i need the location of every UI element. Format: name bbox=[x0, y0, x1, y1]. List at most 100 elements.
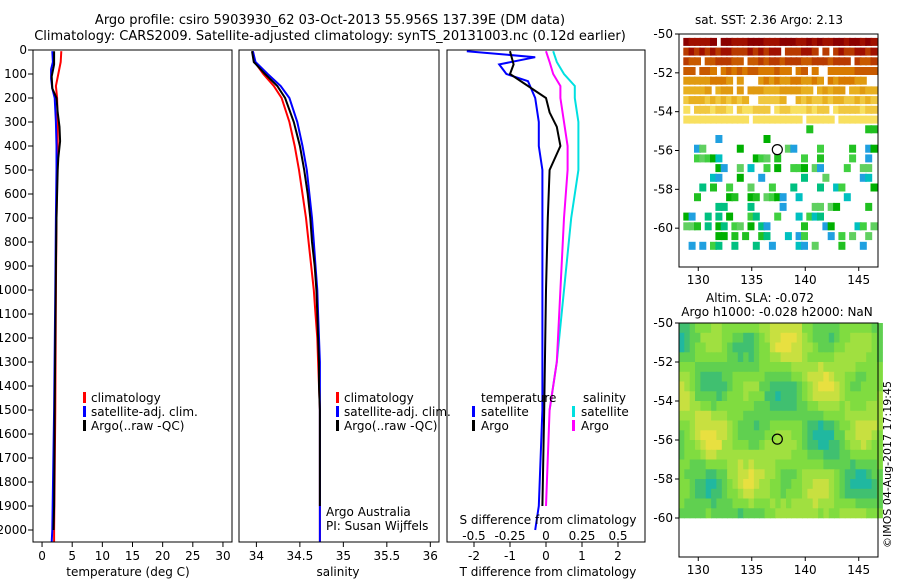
sla-cell-359 bbox=[769, 410, 776, 421]
sst-cell-314 bbox=[865, 154, 873, 163]
sla-cell-242 bbox=[753, 381, 760, 392]
sla-cell-748 bbox=[818, 508, 825, 519]
sla-cell-268 bbox=[689, 391, 696, 402]
sla-cell-576 bbox=[711, 469, 718, 480]
sla-cell-642 bbox=[860, 479, 867, 489]
sst-cell-3 bbox=[699, 37, 707, 46]
sla-cell-517 bbox=[802, 449, 808, 460]
sla-cell-522 bbox=[828, 449, 835, 460]
sla-cell-361 bbox=[780, 410, 787, 421]
sla-cell-21 bbox=[791, 323, 798, 333]
map-x-tick-label-3: 145 bbox=[847, 563, 870, 577]
sst-cell-98 bbox=[859, 57, 867, 66]
sst-cell-309 bbox=[763, 154, 771, 163]
sla-cell-193 bbox=[695, 371, 701, 382]
sla-cell-304 bbox=[679, 401, 685, 411]
sst-cell-168 bbox=[736, 86, 744, 95]
sla-cell-290 bbox=[807, 391, 814, 402]
sla-cell-310 bbox=[711, 401, 718, 411]
sla-cell-564 bbox=[850, 459, 857, 470]
sla-cell-434 bbox=[764, 430, 771, 441]
sst-cell-166 bbox=[720, 86, 728, 95]
sla-cell-390 bbox=[732, 420, 739, 431]
sst-cell-121 bbox=[811, 67, 819, 75]
series-line-1 bbox=[251, 50, 321, 542]
sla-cell-410 bbox=[839, 420, 846, 431]
sla-cell-197 bbox=[716, 371, 723, 382]
sla-cell-266 bbox=[679, 391, 685, 402]
sla-cell-85 bbox=[727, 342, 734, 353]
sst-cell-82 bbox=[768, 57, 776, 66]
sst-cell-44 bbox=[731, 47, 739, 56]
legend-title-salinity: salinity bbox=[583, 391, 626, 405]
sla-cell-532 bbox=[679, 459, 685, 470]
sst-cell-72 bbox=[710, 57, 717, 66]
sst-cell-321 bbox=[790, 164, 798, 173]
sla-cell-413 bbox=[855, 420, 862, 431]
sla-cell-457 bbox=[684, 440, 691, 450]
sst-cell-220 bbox=[859, 96, 867, 105]
sst-cell-338 bbox=[710, 183, 717, 192]
x-tick-label-5: 25 bbox=[185, 549, 200, 563]
sla-cell-3 bbox=[695, 323, 701, 333]
sla-cell-94 bbox=[775, 342, 782, 353]
x-tick-label-0: 34 bbox=[249, 549, 264, 563]
depth-tick-label-0: 0 bbox=[19, 43, 27, 57]
sla-cell-345 bbox=[695, 410, 701, 421]
sst-cell-204 bbox=[763, 96, 771, 105]
sla-cell-627 bbox=[780, 479, 787, 489]
sst-cell-62 bbox=[843, 47, 851, 56]
sla-cell-102 bbox=[818, 342, 825, 353]
sla-cell-8 bbox=[721, 323, 728, 333]
sst-cell-22 bbox=[806, 37, 814, 46]
sla-cell-566 bbox=[860, 459, 867, 470]
sst-cell-191 bbox=[683, 96, 691, 105]
sla-cell-578 bbox=[721, 469, 728, 480]
sla-cell-523 bbox=[834, 449, 841, 460]
sst-cell-63 bbox=[849, 47, 857, 56]
sla-cell-659 bbox=[748, 488, 755, 499]
sla-cell-737 bbox=[759, 508, 766, 519]
sla-cell-408 bbox=[828, 420, 835, 431]
sla-cell-470 bbox=[753, 440, 760, 450]
sst-cell-33 bbox=[865, 37, 873, 46]
sst-cell-242 bbox=[801, 105, 808, 114]
sla-cell-684 bbox=[679, 498, 685, 509]
sla-cell-530 bbox=[871, 449, 878, 460]
sla-cell-173 bbox=[791, 362, 798, 372]
sst-cell-256 bbox=[688, 115, 696, 124]
sst-cell-212 bbox=[817, 96, 824, 105]
temperature-axes-frame bbox=[32, 49, 233, 543]
sla-cell-452 bbox=[860, 430, 867, 441]
sla-cell-447 bbox=[834, 430, 841, 441]
map-x-tick-label-1: 135 bbox=[740, 273, 763, 287]
sla-cell-380 bbox=[679, 420, 685, 431]
x-tick-label-3: 15 bbox=[125, 549, 140, 563]
sla-cell-554 bbox=[796, 459, 803, 470]
sla-cell-296 bbox=[839, 391, 846, 402]
sst-cell-21 bbox=[801, 37, 808, 46]
sst-cell-353 bbox=[768, 193, 776, 202]
sla-cell-508 bbox=[753, 449, 760, 460]
sla-cell-735 bbox=[748, 508, 755, 519]
sst-cell-261 bbox=[715, 115, 723, 124]
depth-ticks-group: 0 100 200 300 400 500 600 700 800 900 1000 1100 1200… bbox=[0, 43, 33, 537]
sla-cell-399 bbox=[780, 420, 787, 431]
sla-cell-318 bbox=[753, 401, 760, 411]
sla-cell-342 bbox=[679, 410, 685, 421]
sla-cell-208 bbox=[775, 371, 782, 382]
sst-cell-105 bbox=[710, 67, 717, 75]
sla-cell-5 bbox=[705, 323, 712, 333]
sla-cell-473 bbox=[769, 440, 776, 450]
sla-cell-22 bbox=[796, 323, 803, 333]
sla-cell-459 bbox=[695, 440, 701, 450]
sla-cell-377 bbox=[866, 410, 873, 421]
sla-cell-692 bbox=[721, 498, 728, 509]
sla-cell-602 bbox=[850, 469, 857, 480]
sla-cell-86 bbox=[732, 342, 739, 353]
x-tick-label-4: 36 bbox=[423, 549, 438, 563]
sla-cell-128 bbox=[753, 352, 760, 363]
sla-cell-365 bbox=[802, 410, 808, 421]
sla-cell-249 bbox=[791, 381, 798, 392]
sla-cell-693 bbox=[727, 498, 734, 509]
